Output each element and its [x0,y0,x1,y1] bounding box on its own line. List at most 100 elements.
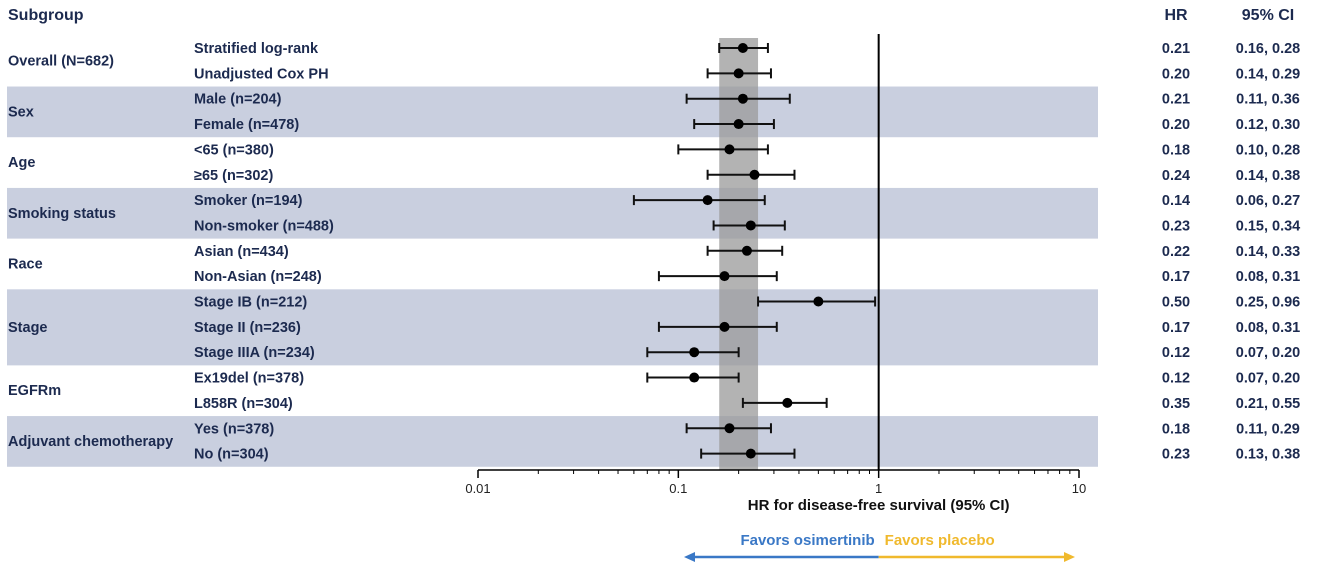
group-label: Sex [8,104,34,120]
hr-point [737,93,748,104]
row-ci-value: 0.08, 0.31 [1236,320,1301,336]
x-axis: 0.01 0.1 1 10 HR for disease-free survival (… [465,469,1086,514]
group-band-5 [7,289,1098,366]
row-label: Smoker (n=194) [194,193,303,209]
hr-point [733,119,744,130]
row-ci-value: 0.15, 0.34 [1236,218,1301,234]
hr-point [749,169,760,180]
row-ci-value: 0.14, 0.29 [1236,66,1301,82]
row-label: Non-Asian (n=248) [194,269,322,285]
row-label: Stage IIIA (n=234) [194,345,315,361]
header-ci: 95% CI [1242,7,1294,24]
row-label: Female (n=478) [194,117,299,133]
row-label: No (n=304) [194,447,269,463]
x-tick-label: 0.01 [465,481,490,496]
row-label: Asian (n=434) [194,244,289,260]
x-axis-title: HR for disease-free survival (95% CI) [748,497,1010,514]
row-hr-value: 0.24 [1162,168,1190,184]
row-label: Yes (n=378) [194,421,274,437]
header-hr: HR [1164,7,1188,24]
row-label: Unadjusted Cox PH [194,66,329,82]
overall-ci-shade [719,38,759,470]
row-ci-value: 0.07, 0.20 [1236,345,1301,361]
row-hr-value: 0.22 [1162,244,1190,260]
hr-point [782,397,793,408]
row-ci-value: 0.11, 0.29 [1236,421,1300,437]
row-label: <65 (n=380) [194,142,274,158]
group-label: Race [8,256,43,272]
row-ci-value: 0.11, 0.36 [1236,92,1300,108]
row-hr-value: 0.17 [1162,320,1190,336]
row-ci-value: 0.12, 0.30 [1236,117,1301,133]
hr-point [724,423,735,434]
x-tick-label: 10 [1072,481,1086,496]
x-tick-label: 1 [875,481,882,496]
group-band-7 [7,416,1098,467]
row-ci-value: 0.14, 0.38 [1236,168,1301,184]
row-label: Ex19del (n=378) [194,371,304,387]
row-hr-value: 0.21 [1162,41,1190,57]
hr-point [733,68,744,79]
hr-point [689,347,700,358]
favors-left-label: Favors osimertinib [740,532,874,549]
group-label: Overall (N=682) [8,54,114,70]
row-ci-value: 0.21, 0.55 [1236,396,1301,412]
hr-point [737,43,748,53]
row-label: Stratified log-rank [194,41,319,57]
group-label: Stage [8,320,48,336]
favors-right-label: Favors placebo [885,532,995,549]
row-label: L858R (n=304) [194,396,293,412]
group-band-1 [7,86,1098,138]
group-label: Adjuvant chemotherapy [8,434,173,450]
favors-annotation: Favors osimertinib Favors placebo [684,532,1075,562]
row-ci-value: 0.07, 0.20 [1236,371,1301,387]
row-hr-value: 0.14 [1162,193,1190,209]
favors-right-arrowhead [1064,552,1075,562]
hr-point [813,296,824,307]
table-text: Subgroup HR 95% CI Overall (N=682) Stratifie… [8,7,1300,463]
row-ci-value: 0.10, 0.28 [1236,142,1301,158]
header-subgroup: Subgroup [8,7,84,24]
hr-point [741,245,752,256]
group-label: Smoking status [8,206,116,222]
row-ci-value: 0.13, 0.38 [1236,447,1301,463]
row-hr-value: 0.21 [1162,92,1190,108]
row-hr-value: 0.50 [1162,295,1190,311]
row-label: Stage IB (n=212) [194,295,307,311]
hr-point [719,321,730,332]
hr-point [689,372,700,383]
row-hr-value: 0.17 [1162,269,1190,285]
hazard-ratio-marks [632,43,877,459]
row-bands [7,86,1098,467]
row-hr-value: 0.12 [1162,345,1190,361]
x-tick-label: 0.1 [669,481,687,496]
hr-point [719,271,730,282]
row-ci-value: 0.14, 0.33 [1236,244,1301,260]
row-label: ≥65 (n=302) [194,168,273,184]
hr-point [702,195,713,206]
row-hr-value: 0.20 [1162,66,1190,82]
row-hr-value: 0.20 [1162,117,1190,133]
row-hr-value: 0.35 [1162,396,1190,412]
row-ci-value: 0.16, 0.28 [1236,41,1301,57]
row-ci-value: 0.06, 0.27 [1236,193,1301,209]
hr-point [745,448,756,459]
row-ci-value: 0.08, 0.31 [1236,269,1301,285]
overall-ci-band [719,38,759,470]
row-label: Stage II (n=236) [194,320,301,336]
row-hr-value: 0.23 [1162,218,1190,234]
hr-point [745,220,756,231]
row-hr-value: 0.18 [1162,421,1190,437]
group-label: EGFRm [8,383,61,399]
row-hr-value: 0.23 [1162,447,1190,463]
hr-point [724,144,735,155]
favors-left-arrowhead [684,552,695,562]
row-hr-value: 0.18 [1162,142,1190,158]
row-hr-value: 0.12 [1162,371,1190,387]
row-label: Male (n=204) [194,92,282,108]
group-label: Age [8,155,35,171]
group-band-3 [7,187,1098,239]
row-ci-value: 0.25, 0.96 [1236,295,1301,311]
row-label: Non-smoker (n=488) [194,218,334,234]
